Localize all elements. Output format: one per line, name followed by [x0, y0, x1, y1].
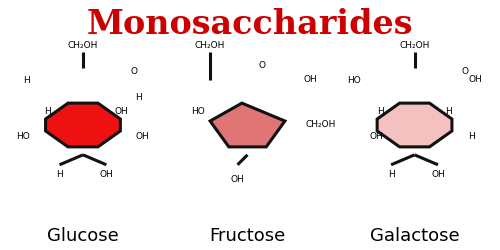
Text: HO: HO	[16, 132, 30, 141]
Text: H: H	[44, 107, 51, 116]
Polygon shape	[46, 103, 120, 147]
Text: OH: OH	[114, 107, 128, 116]
Polygon shape	[377, 103, 452, 147]
Text: O: O	[259, 61, 266, 70]
Text: CH₂OH: CH₂OH	[400, 42, 430, 50]
Text: Glucose: Glucose	[47, 227, 119, 245]
Text: H: H	[446, 107, 452, 116]
Text: Galactose: Galactose	[370, 227, 460, 245]
Text: OH: OH	[468, 74, 482, 84]
Text: CH₂OH: CH₂OH	[68, 42, 98, 50]
Text: Monosaccharides: Monosaccharides	[87, 8, 413, 41]
Text: OH: OH	[370, 132, 384, 141]
Text: OH: OH	[431, 170, 445, 179]
Text: H: H	[468, 132, 475, 141]
Text: H: H	[23, 76, 30, 85]
Text: OH: OH	[100, 170, 114, 179]
Text: O: O	[130, 67, 138, 76]
Text: OH: OH	[230, 175, 244, 184]
Text: OH: OH	[304, 74, 318, 84]
Text: H: H	[56, 170, 63, 179]
Text: Fructose: Fructose	[210, 227, 286, 245]
Text: H: H	[377, 107, 384, 116]
Text: OH: OH	[136, 132, 149, 141]
Polygon shape	[210, 103, 285, 147]
Text: CH₂OH: CH₂OH	[195, 42, 226, 50]
Text: H: H	[136, 93, 142, 102]
Text: O: O	[462, 67, 469, 76]
Text: H: H	[388, 170, 394, 179]
Text: CH₂OH: CH₂OH	[306, 120, 336, 130]
Text: HO: HO	[347, 76, 360, 85]
Text: HO: HO	[192, 107, 205, 116]
